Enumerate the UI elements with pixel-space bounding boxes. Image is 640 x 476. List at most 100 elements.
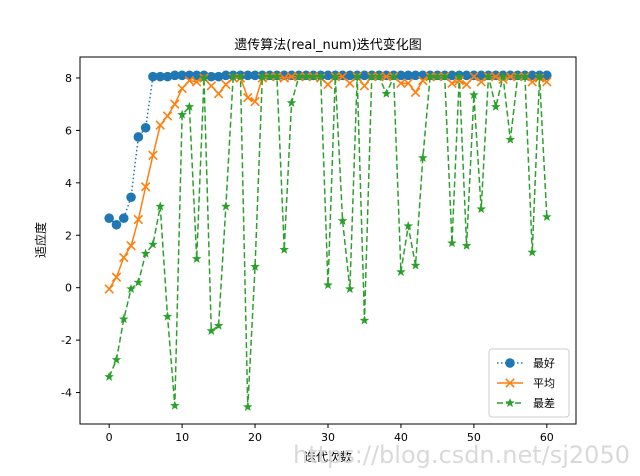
data-point [374,71,384,81]
data-point [118,213,129,224]
chart-title: 遗传算法(real_num)迭代变化图 [234,37,421,53]
data-point [206,71,217,82]
data-point [294,71,304,81]
data-point [155,201,165,211]
data-point [191,70,202,81]
data-point [454,75,465,86]
data-point [520,71,530,81]
data-point [476,77,486,87]
data-point [542,211,552,221]
data-point [184,101,195,111]
data-point [199,72,209,83]
data-point [323,280,333,290]
data-point [447,78,457,88]
y-axis-ticks: -4 -2 0 2 4 6 8 [61,72,80,400]
y-axis-label: 适应度 [33,222,48,258]
data-point [162,311,173,321]
data-point [388,71,399,81]
data-point [235,71,246,81]
data-point [257,71,268,81]
data-point [213,320,224,330]
data-point [177,109,187,119]
data-point [337,70,348,81]
data-point [469,90,479,100]
y-tick-label: 6 [65,124,72,137]
legend-label: 平均 [533,377,555,390]
y-tick-label: -4 [61,387,72,400]
data-point [469,71,479,82]
data-point [542,77,552,87]
data-point [279,244,289,254]
data-point [155,120,166,130]
data-point [461,240,472,250]
data-point [126,192,136,203]
data-point [476,70,486,81]
data-point [272,71,282,81]
data-point [286,97,297,107]
data-point [162,111,173,121]
data-point [439,71,450,81]
y-tick-label: 0 [65,282,72,295]
data-point [418,75,428,86]
data-point [359,70,370,81]
y-tick-label: 4 [65,177,72,190]
data-point [512,71,523,81]
data-point [330,71,341,81]
data-point [111,219,122,230]
data-point [111,354,122,364]
data-point [118,252,129,263]
data-point [133,277,144,287]
data-point [396,70,406,81]
data-point [403,221,413,231]
data-point [104,213,114,224]
data-point [177,70,187,81]
data-point [527,77,538,87]
data-point [308,71,319,81]
data-point [461,70,472,81]
data-point [170,99,180,109]
data-point [505,71,516,82]
data-point [315,71,326,81]
data-point [177,83,187,94]
data-point [447,70,457,81]
data-point [148,71,158,82]
data-point [243,401,253,412]
data-point [505,134,516,144]
data-point [367,71,377,81]
series-line-2 [108,75,548,407]
data-point [184,75,195,86]
data-point [250,261,260,271]
data-point [170,70,180,81]
data-point [133,214,144,225]
x-tick-label: 10 [175,431,189,444]
data-point [323,70,333,81]
data-point [483,71,494,81]
data-point [133,132,144,142]
x-tick-label: 0 [106,431,113,444]
data-point [242,70,253,81]
data-point [242,92,253,103]
data-point [490,71,501,82]
data-point [425,71,435,81]
data-point [119,314,129,324]
data-point [206,325,217,335]
data-point [461,79,472,90]
data-point [410,70,421,81]
data-point [534,71,545,81]
data-point [213,71,224,82]
data-point [191,77,202,87]
data-point [104,284,114,294]
data-point [148,150,158,161]
data-point [359,81,370,91]
data-point [206,81,217,91]
data-point [140,248,151,258]
x-tick-label: 20 [248,431,262,444]
data-point [527,70,538,81]
legend-label: 最差 [533,396,555,410]
legend-label: 最好 [533,356,555,370]
data-point [155,71,166,82]
data-point [542,70,552,81]
data-point [104,371,114,381]
